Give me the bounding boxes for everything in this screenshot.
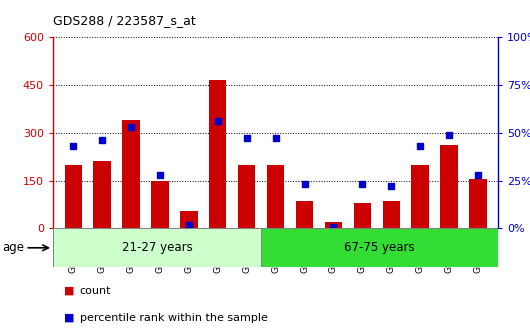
Bar (383, 201, 400, 228)
Bar (209, 80, 226, 228)
Bar (267, 165, 284, 228)
Bar (93, 162, 111, 228)
Bar (411, 165, 429, 228)
Bar (296, 201, 313, 228)
Text: percentile rank within the sample: percentile rank within the sample (80, 312, 267, 323)
Text: ■: ■ (64, 312, 74, 323)
Text: ■: ■ (64, 286, 74, 296)
Text: 21-27 years: 21-27 years (121, 241, 192, 254)
Text: age: age (3, 241, 25, 254)
Bar (151, 181, 169, 228)
Bar (122, 120, 140, 228)
Text: count: count (80, 286, 111, 296)
Bar (325, 222, 342, 228)
Bar (65, 165, 82, 228)
Bar (261, 228, 498, 267)
Bar (354, 203, 371, 228)
Bar (53, 228, 261, 267)
Text: 67-75 years: 67-75 years (344, 241, 415, 254)
Bar (469, 179, 487, 228)
Text: GDS288 / 223587_s_at: GDS288 / 223587_s_at (53, 14, 196, 27)
Bar (440, 145, 458, 228)
Bar (180, 211, 198, 228)
Bar (238, 165, 255, 228)
